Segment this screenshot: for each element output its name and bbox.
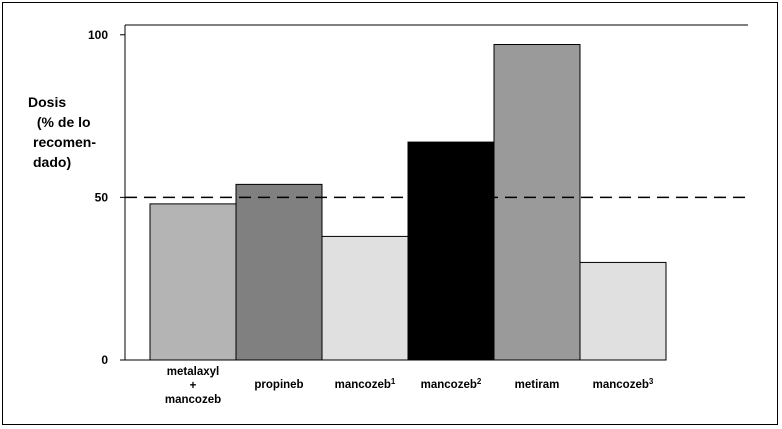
category-label: metiram <box>515 379 560 391</box>
category-label-line: mancozeb <box>421 379 477 391</box>
bars <box>149 44 667 361</box>
category-label: mancozeb1 <box>335 377 396 392</box>
category-label-superscript: 1 <box>391 377 396 386</box>
category-label-line: + <box>190 380 197 392</box>
category-label-line: metiram <box>515 379 560 391</box>
bar <box>235 183 323 361</box>
category-label-superscript: 3 <box>649 377 654 386</box>
y-axis-label: Dosis (% de lo recomen-dado) <box>28 94 96 170</box>
y-axis-ticks: 0 50 100 <box>88 28 125 367</box>
bar <box>149 203 237 361</box>
category-label: propineb <box>254 379 303 391</box>
category-label-superscript: 2 <box>477 377 482 386</box>
category-label: mancozeb2 <box>421 377 482 392</box>
category-label: mancozeb3 <box>593 377 654 392</box>
y-axis-title-line: recomen- <box>33 134 96 150</box>
y-axis-title-line: dado) <box>33 154 71 170</box>
category-label-line: mancozeb <box>593 379 649 391</box>
category-label-line: metalaxyl <box>167 366 219 378</box>
category-label-line: propineb <box>254 379 303 391</box>
bar <box>579 261 667 361</box>
category-label: metalaxyl + mancozeb <box>165 366 221 406</box>
y-axis-title: Dosis (% de lo recomen-dado) <box>28 94 96 170</box>
y-tick-label: 50 <box>95 190 109 204</box>
y-tick-label: 100 <box>88 28 108 42</box>
bar <box>493 44 581 361</box>
y-axis-title-line: (% de lo <box>33 114 91 130</box>
bar <box>407 141 495 361</box>
category-label-line: mancozeb <box>335 379 391 391</box>
bar <box>321 235 409 361</box>
y-axis-title-line: Dosis <box>28 94 66 110</box>
reference-lines <box>125 24 748 199</box>
category-label-line: mancozeb <box>165 394 221 406</box>
y-tick-label: 0 <box>101 353 108 367</box>
